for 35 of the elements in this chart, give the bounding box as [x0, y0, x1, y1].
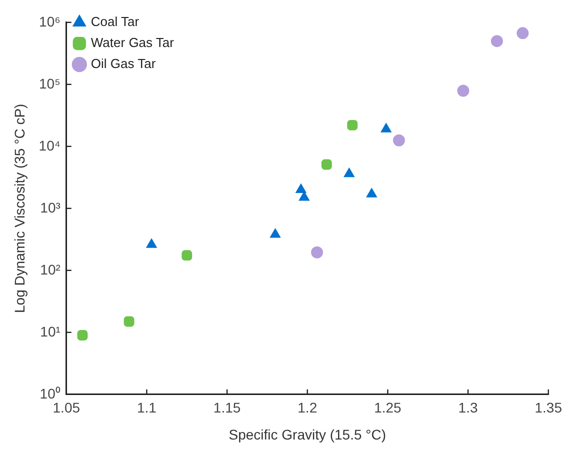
legend-label: Oil Gas Tar [90, 56, 156, 72]
point [380, 123, 392, 132]
point [347, 120, 358, 130]
point [366, 188, 377, 198]
point [392, 134, 405, 146]
x-axis-title: Specific Gravity (15.5 °C) [228, 426, 386, 442]
x-tick-label: 1.35 [534, 400, 562, 416]
y-tick-label: 10⁰ [40, 385, 60, 402]
point [344, 168, 354, 178]
point [146, 238, 157, 248]
legend-label: Water Gas Tar [90, 35, 175, 50]
y-tick-label: 10⁵ [38, 75, 60, 92]
point [182, 250, 192, 261]
point [311, 246, 324, 258]
legend-label: Coal Tar [90, 14, 140, 30]
y-tick-label: 10⁶ [39, 13, 60, 30]
y-tick-label: 10⁴ [38, 137, 60, 154]
x-tick-label: 1.2 [298, 400, 318, 416]
x-tick-label: 1.3 [458, 400, 478, 416]
point [457, 84, 470, 97]
point [321, 159, 332, 170]
point [516, 27, 529, 40]
y-axis-title: Log Dynamic Viscosity (35 °C cP) [11, 104, 28, 313]
x-tick-label: 1.05 [52, 400, 80, 416]
point [270, 228, 281, 238]
x-tick-label: 1.1 [136, 400, 157, 416]
y-tick-label: 10¹ [40, 323, 61, 340]
x-tick-label: 1.15 [213, 400, 241, 416]
point [296, 184, 306, 193]
y-tick-label: 10³ [40, 199, 61, 216]
point [490, 35, 503, 48]
point [124, 316, 134, 327]
point [77, 330, 88, 340]
y-tick-label: 10² [40, 261, 61, 278]
x-tick-label: 1.25 [374, 400, 402, 416]
